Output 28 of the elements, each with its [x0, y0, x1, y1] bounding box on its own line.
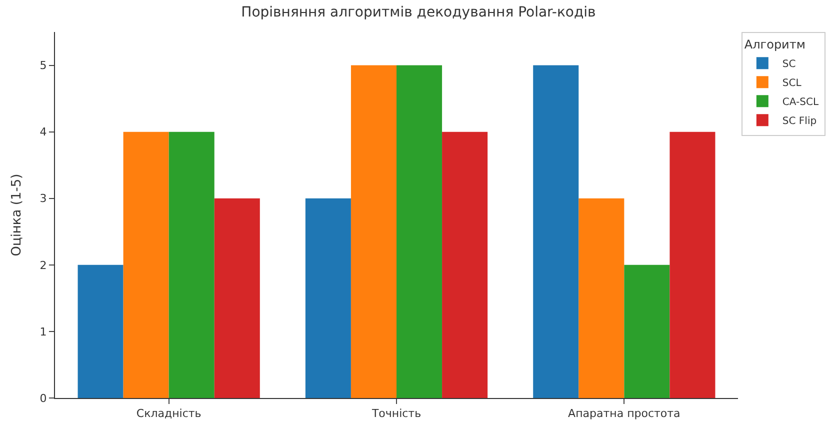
- bar: [533, 65, 579, 398]
- legend-title: Алгоритм: [744, 38, 806, 52]
- bar: [214, 198, 260, 398]
- bar: [624, 264, 670, 398]
- y-axis-title: Оцінка (1-5): [10, 174, 25, 256]
- bar: [442, 132, 488, 398]
- bar: [305, 198, 351, 398]
- bar: [168, 132, 214, 398]
- y-tick-label: 1: [40, 325, 47, 338]
- bar: [578, 198, 624, 398]
- bar: [123, 132, 169, 398]
- x-tick-label: Точність: [370, 407, 422, 420]
- legend-label: SC Flip: [782, 116, 817, 127]
- bar: [396, 65, 442, 398]
- x-tick-label: Апаратна простота: [568, 407, 680, 420]
- y-tick-label: 4: [40, 126, 47, 139]
- chart-title: Порівняння алгоритмів декодування Polar-кодів: [241, 4, 596, 20]
- y-tick-label: 3: [40, 192, 47, 206]
- legend-label: CA-SCL: [782, 97, 819, 108]
- y-tick-label: 0: [40, 392, 47, 405]
- legend-label: SC: [782, 59, 796, 70]
- bar: [670, 132, 716, 398]
- bar: [78, 264, 124, 398]
- legend-label: SCL: [782, 78, 802, 89]
- y-tick-label: 5: [40, 59, 47, 72]
- y-tick-label: 2: [40, 258, 47, 272]
- x-tick-label: Складність: [136, 407, 202, 420]
- bar: [350, 65, 396, 398]
